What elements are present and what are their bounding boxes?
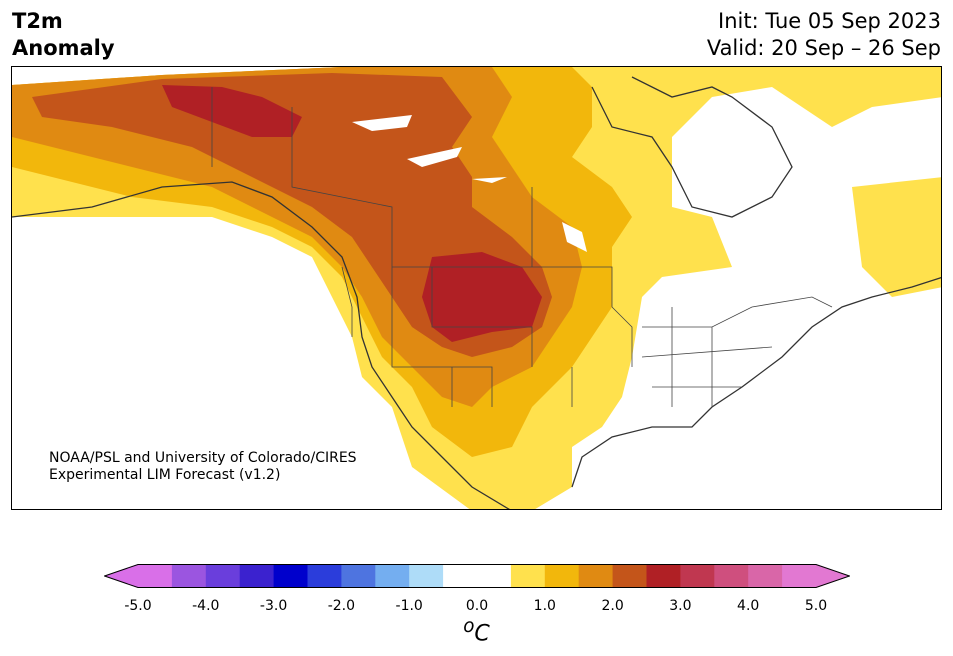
colorbar-tick: 0.0 [465, 598, 489, 614]
colorbar-cell [782, 564, 817, 588]
colorbar-cell [307, 564, 342, 588]
colorbar-tick: -1.0 [395, 598, 423, 614]
lake [407, 147, 462, 167]
title-line-1: T2m [12, 9, 63, 33]
anomaly-region-lev5-west [422, 252, 542, 342]
colorbar-cell [510, 564, 546, 588]
anomaly-region-lev5-north [162, 85, 302, 137]
unit-label: C [474, 621, 490, 647]
colorbar-cell [341, 564, 376, 588]
unit-superscript: o [463, 616, 475, 637]
colorbar-cell [748, 564, 783, 588]
colorbar-tick: -4.0 [192, 598, 220, 614]
colorbar-cell [578, 564, 614, 588]
colorbar-cell [409, 564, 444, 588]
colorbar-cell [544, 564, 580, 588]
forecast-dates: Init: Tue 05 Sep 2023 Valid: 20 Sep – 26… [707, 8, 941, 62]
colorbar-unit: oC [0, 616, 953, 646]
credit-line-1: NOAA/PSL and University of Colorado/CIRE… [49, 450, 357, 466]
map-svg [12, 67, 941, 509]
colorbar-high-extend [816, 564, 850, 588]
colorbar-ticks: -5.0 -4.0 -3.0 -2.0 -1.0 0.0 1.0 2.0 3.0… [0, 598, 953, 618]
colorbar-cell [714, 564, 749, 588]
colorbar-tick: -2.0 [327, 598, 356, 614]
colorbar-tick: -3.0 [259, 598, 288, 614]
colorbar-tick: 1.0 [533, 598, 556, 614]
anomaly-region-lev4 [32, 73, 552, 357]
colorbar-cell [273, 564, 308, 588]
colorbar [104, 564, 850, 588]
colorbar-cell [205, 564, 241, 588]
colorbar-cell [171, 564, 207, 588]
credit-text: NOAA/PSL and University of Colorado/CIRE… [49, 450, 357, 484]
init-date: Init: Tue 05 Sep 2023 [718, 9, 941, 33]
title-line-2: Anomaly [12, 36, 115, 60]
colorbar-cell [680, 564, 715, 588]
anomaly-region-lev1-east [852, 177, 941, 297]
anomaly-map [11, 66, 942, 510]
valid-dates: Valid: 20 Sep – 26 Sep [706, 36, 941, 60]
colorbar-tick: 2.0 [601, 598, 624, 614]
lake [472, 177, 507, 183]
colorbar-tick: 3.0 [669, 598, 692, 614]
lake [562, 222, 587, 252]
coastline-hudson [591, 76, 793, 218]
colorbar-low-extend [104, 564, 138, 588]
map-title: T2m Anomaly [12, 8, 115, 62]
colorbar-cell [239, 564, 275, 588]
colorbar-cell [138, 564, 173, 588]
coastline [12, 181, 510, 509]
colorbar-cell [443, 564, 478, 588]
colorbar-tick: 4.0 [737, 598, 760, 614]
colorbar-cell [477, 564, 512, 588]
colorbar-cell [375, 564, 410, 588]
colorbar-cell [646, 564, 681, 588]
colorbar-tick: -5.0 [124, 598, 152, 614]
political-borders [211, 87, 833, 407]
credit-line-2: Experimental LIM Forecast (v1.2) [49, 467, 281, 483]
colorbar-tick: 5.0 [804, 598, 828, 614]
lake [352, 115, 412, 131]
colorbar-cell [612, 564, 647, 588]
colorbar-outline [104, 564, 850, 588]
